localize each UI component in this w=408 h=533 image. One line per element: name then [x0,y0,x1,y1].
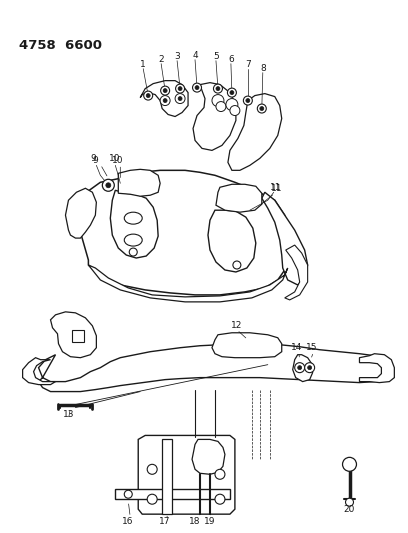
Ellipse shape [124,212,142,224]
Circle shape [175,94,185,103]
Circle shape [102,179,114,191]
Polygon shape [22,358,55,385]
Polygon shape [118,169,160,196]
Polygon shape [65,188,96,238]
Circle shape [233,261,241,269]
Circle shape [124,490,132,498]
Circle shape [147,494,157,504]
Circle shape [129,248,137,256]
Text: 18: 18 [189,516,201,526]
Circle shape [212,94,224,107]
Polygon shape [212,333,282,358]
Text: 4758  6600: 4758 6600 [19,39,102,52]
Circle shape [195,86,199,90]
Circle shape [260,107,264,110]
Text: 12: 12 [231,321,243,330]
Circle shape [257,104,266,113]
Polygon shape [115,489,230,499]
Polygon shape [138,435,235,514]
Polygon shape [228,94,282,171]
Polygon shape [110,190,158,258]
Circle shape [295,362,305,373]
Ellipse shape [124,234,142,246]
Polygon shape [293,354,313,382]
Text: 11: 11 [271,184,282,193]
Circle shape [160,95,170,106]
Circle shape [215,494,225,504]
Text: 9: 9 [93,156,98,165]
Text: 14: 14 [291,343,302,352]
Text: 10: 10 [109,154,120,163]
Circle shape [343,457,357,471]
Polygon shape [208,210,256,272]
Text: 3: 3 [174,52,180,61]
Polygon shape [51,312,96,358]
Text: 4: 4 [192,51,198,60]
Circle shape [147,464,157,474]
Polygon shape [39,344,389,392]
Polygon shape [73,330,84,342]
Circle shape [308,366,312,370]
Text: 11: 11 [270,183,282,192]
Circle shape [298,366,302,370]
Circle shape [243,96,252,105]
Circle shape [144,91,153,100]
Circle shape [305,362,315,373]
Text: 16: 16 [122,516,133,526]
Polygon shape [78,171,290,295]
Polygon shape [89,265,288,302]
Text: 17: 17 [160,516,171,526]
Text: 7: 7 [245,60,251,69]
Circle shape [106,183,111,188]
Polygon shape [193,83,236,150]
Text: 13: 13 [63,410,74,419]
Circle shape [346,498,353,506]
Circle shape [163,88,167,93]
Circle shape [246,99,250,102]
Polygon shape [162,439,172,514]
Polygon shape [140,80,188,117]
Circle shape [163,99,167,102]
Polygon shape [359,354,395,383]
Text: 1: 1 [140,60,146,69]
Circle shape [226,99,238,110]
Circle shape [230,106,240,116]
Polygon shape [262,192,308,285]
Text: 15: 15 [306,343,317,352]
Text: 6: 6 [228,55,234,64]
Text: 2: 2 [158,55,164,64]
Circle shape [215,470,225,479]
Circle shape [213,84,222,93]
Text: 8: 8 [260,64,266,73]
Circle shape [230,91,234,94]
Text: 10: 10 [111,156,123,165]
Text: 19: 19 [204,516,216,526]
Text: 5: 5 [213,52,219,61]
Circle shape [178,96,182,101]
Circle shape [161,86,170,95]
Polygon shape [192,439,225,474]
Circle shape [175,84,184,93]
Circle shape [193,83,202,92]
Circle shape [216,87,220,91]
Circle shape [146,94,150,98]
Circle shape [216,102,226,111]
Circle shape [227,88,236,97]
Polygon shape [285,245,308,300]
Circle shape [178,87,182,91]
Polygon shape [216,184,262,212]
Text: 9: 9 [91,154,96,163]
Text: 20: 20 [344,505,355,514]
